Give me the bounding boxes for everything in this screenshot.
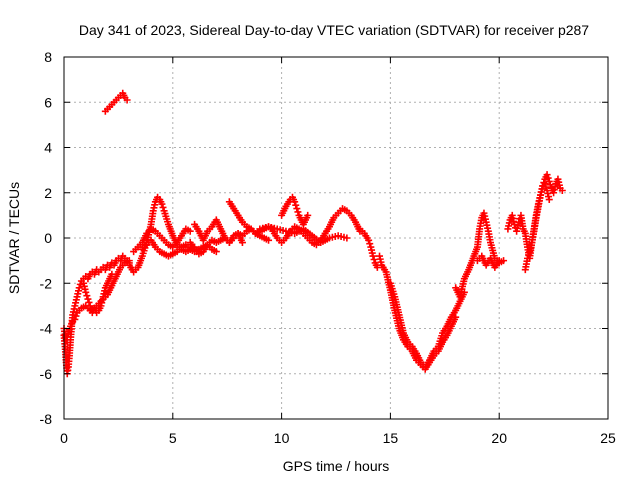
data-point	[72, 312, 80, 320]
series-trace-14	[356, 225, 381, 271]
data-point	[265, 236, 273, 244]
data-point	[293, 205, 301, 213]
data-points	[60, 89, 566, 378]
data-point	[84, 295, 92, 303]
series-trace-18	[473, 252, 503, 271]
series-trace-19	[504, 171, 566, 262]
series-trace-17	[452, 209, 508, 301]
data-point	[545, 196, 553, 204]
data-point	[85, 298, 93, 306]
series-trace-20	[521, 180, 553, 274]
data-point	[212, 248, 220, 256]
data-point	[545, 177, 553, 185]
data-point	[83, 292, 91, 300]
chart-title: Day 341 of 2023, Sidereal Day-to-day VTE…	[79, 22, 589, 38]
y-tick-label: 4	[44, 140, 52, 156]
data-point	[558, 186, 566, 194]
y-tick-label: -8	[40, 411, 53, 427]
data-point	[159, 203, 167, 211]
x-tick-label: 10	[274, 430, 290, 446]
y-tick-label: -2	[40, 275, 53, 291]
data-point	[541, 180, 549, 188]
x-tick-label: 5	[169, 430, 177, 446]
series-trace-12	[278, 193, 312, 228]
data-point	[543, 171, 551, 179]
data-point	[365, 236, 373, 244]
series-trace-7	[130, 225, 194, 256]
x-tick-label: 0	[60, 430, 68, 446]
data-point	[158, 200, 166, 208]
data-point	[64, 329, 72, 337]
data-point	[369, 252, 377, 260]
x-tick-label: 25	[600, 430, 616, 446]
series-trace-3	[80, 270, 116, 317]
data-point	[366, 240, 374, 248]
y-tick-label: -6	[40, 366, 53, 382]
series-trace-10	[225, 198, 273, 244]
axis-ticks	[63, 56, 609, 420]
data-point	[86, 302, 94, 310]
data-point	[75, 284, 83, 292]
series-trace-9	[191, 216, 246, 247]
data-point	[291, 198, 299, 206]
series-trace-13	[256, 223, 351, 247]
data-point	[294, 208, 302, 216]
series-trace-5	[125, 193, 199, 276]
data-point	[370, 255, 378, 263]
data-point	[63, 332, 71, 340]
data-point	[238, 239, 246, 247]
data-point	[186, 227, 194, 235]
data-point	[71, 315, 79, 323]
data-point	[546, 181, 554, 189]
data-point	[82, 288, 90, 296]
x-tick-label: 15	[383, 430, 399, 446]
data-point	[123, 96, 131, 104]
data-point	[525, 251, 533, 259]
data-point	[544, 174, 552, 182]
data-point	[76, 280, 84, 288]
y-tick-label: 2	[44, 185, 52, 201]
data-point	[304, 211, 312, 219]
data-point	[495, 257, 503, 265]
tick-labels: 0 5 10 15 20 25 -8 -6 -4 -2 0 2 4 6 8	[40, 49, 616, 446]
y-axis-label: SDTVAR / TECUs	[6, 182, 22, 294]
y-tick-label: 6	[44, 94, 52, 110]
data-point	[343, 234, 351, 242]
y-tick-label: -4	[40, 321, 53, 337]
data-point	[65, 326, 73, 334]
data-point	[108, 270, 116, 278]
data-point	[540, 179, 548, 187]
data-point	[292, 201, 300, 209]
y-tick-label: 0	[44, 230, 52, 246]
series-trace-16	[386, 279, 468, 371]
data-point	[542, 183, 550, 191]
x-axis-label: GPS time / hours	[283, 458, 390, 474]
y-tick-label: 8	[44, 49, 52, 65]
series-trace-4	[101, 89, 131, 115]
x-tick-label: 20	[491, 430, 507, 446]
data-point	[523, 254, 531, 262]
